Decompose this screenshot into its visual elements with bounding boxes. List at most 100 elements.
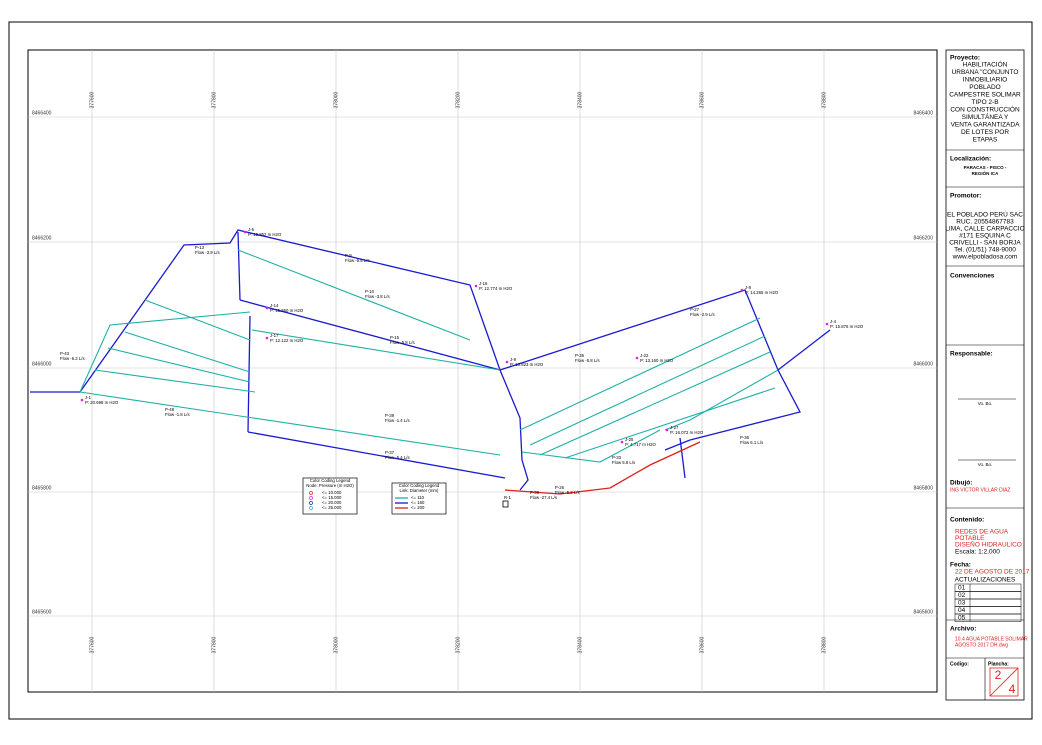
project-lines: URBANA "CONJUNTO	[952, 69, 1019, 76]
pipe-flow: Flow -1.8 L/s	[165, 412, 190, 417]
pipe-label: P-26	[555, 485, 565, 490]
content-lines: DISEÑO HIDRAULICO	[955, 540, 1022, 549]
pipe-flow: Flow -5.8 L/s	[390, 340, 415, 345]
pipe-flow: Flow -1.4 L/s	[385, 418, 410, 423]
pipe-flow: Flow -27.4 L/s	[530, 495, 557, 500]
reservoir-label: R-1	[504, 495, 512, 500]
junction-label: J-5	[248, 227, 255, 232]
pipe	[251, 329, 501, 371]
pipe	[664, 369, 779, 431]
legend-item: <= 15.000	[322, 495, 342, 500]
pipe-label: P-37	[385, 450, 395, 455]
legend-item: <= 25.000	[322, 505, 342, 510]
junction	[635, 356, 639, 360]
junction	[80, 398, 84, 402]
x-coordinate: 378400	[577, 91, 583, 108]
drawn-by: ING VICTOR VILLAR DIAZ	[950, 487, 1010, 493]
promoter-lines: RUC. 20554867783	[956, 219, 1014, 226]
junction-pressure: P: 12.774 m H2O	[479, 286, 513, 291]
legend-item: <= 110	[411, 495, 425, 500]
legend-subtitle: Link: Diameter (mm)	[400, 488, 439, 493]
pipe	[124, 331, 251, 373]
pipe-label: P-36	[740, 435, 750, 440]
pipe	[679, 437, 686, 479]
code-label: Codigo:	[950, 661, 969, 667]
y-coordinate: 8466200	[32, 235, 52, 241]
sheet-total: 4	[1009, 682, 1016, 696]
pipe	[239, 299, 501, 371]
updates: 02	[958, 592, 966, 599]
sheet-slash	[989, 667, 1019, 697]
project-lines: CAMPESTRE SOLIMAR	[949, 92, 1021, 99]
legend-title: Color Coding Legend	[310, 478, 351, 483]
y-coordinate: 8465800	[914, 485, 934, 491]
junction	[665, 428, 669, 432]
grid: 377600 377600 377800 377800 378000 378000 3782…	[28, 50, 937, 692]
promoter-lines: www.elpobladosa.com	[952, 254, 1018, 261]
pipe	[564, 387, 776, 459]
responsible-label: Responsable:	[950, 351, 993, 358]
content-label: Contenido:	[950, 517, 984, 524]
reservoir	[502, 500, 509, 508]
x-coordinate: 378200	[455, 91, 461, 108]
file-lines: AGOSTO 2017 DH.dwg	[955, 642, 1008, 648]
project-label: Proyecto:	[950, 55, 980, 62]
junction	[474, 284, 478, 288]
x-coordinate: 377800	[211, 91, 217, 108]
scale: Escala: 1:2,000	[955, 549, 1000, 556]
location-lines: PARACAS - PISCO -	[964, 165, 1007, 170]
updates: 01	[958, 585, 966, 592]
pipe-label: P-27	[690, 307, 700, 312]
junction-label: J-8	[745, 285, 752, 290]
pipe	[529, 335, 766, 446]
legend-symbol	[309, 501, 313, 505]
update-row	[954, 613, 1022, 622]
y-coordinate: 8466000	[914, 361, 934, 367]
legend-symbol	[309, 491, 313, 495]
legend-box	[302, 477, 358, 515]
conventions-label: Convenciones	[950, 273, 995, 280]
y-coordinate: 8465800	[32, 485, 52, 491]
updates: 05	[958, 615, 966, 622]
junction-pressure: P: 15.876 m H2O	[830, 324, 864, 329]
pipe	[247, 431, 506, 479]
pipe	[237, 231, 241, 301]
date-label: Fecha:	[950, 562, 971, 569]
pipe	[94, 369, 256, 393]
legend-title: Color Coding Legend	[399, 483, 440, 488]
pipe	[539, 351, 771, 456]
location-lines: REGIÓN ICA	[972, 169, 1000, 176]
pipe-label: P-10	[365, 289, 375, 294]
network-labels: J-5P: 12.852 m H2O J-14P: 15.860 m H2O J-1…	[60, 227, 864, 500]
y-coordinate: 8465600	[914, 609, 934, 615]
junction	[740, 288, 744, 292]
pipe	[107, 347, 251, 383]
y-coordinate: 8466400	[914, 110, 934, 116]
junction-label: J-17	[270, 333, 279, 338]
junction-pressure: P: 12.852 m H2O	[248, 232, 282, 237]
x-coordinate: 378000	[333, 91, 339, 108]
updates: 04	[958, 607, 966, 614]
junction	[620, 440, 624, 444]
junction-pressure: P: 15.860 m H2O	[270, 308, 304, 313]
pipe-flow: Flow -2.9 L/s	[690, 312, 715, 317]
promoter-lines: EL POBLADO PERÚ SAC	[947, 210, 1023, 219]
pipe	[247, 315, 251, 433]
updates: 03	[958, 600, 966, 607]
junction	[243, 230, 247, 234]
junction-label: J-14	[270, 303, 279, 308]
legend-item: <= 20.000	[322, 500, 342, 505]
junction-pressure: P: 12.122 m H2O	[270, 338, 304, 343]
pipe	[79, 311, 251, 393]
project-lines: HABILITACIÓN	[963, 60, 1008, 69]
pipe	[521, 429, 661, 463]
outer-frame	[8, 21, 1033, 720]
pipe-label: P-15	[390, 335, 400, 340]
drawing-frame	[27, 49, 938, 693]
pipe-label: P-35	[575, 353, 585, 358]
junction-label: J-27	[670, 425, 679, 430]
pipe-label: P-33	[612, 455, 622, 460]
